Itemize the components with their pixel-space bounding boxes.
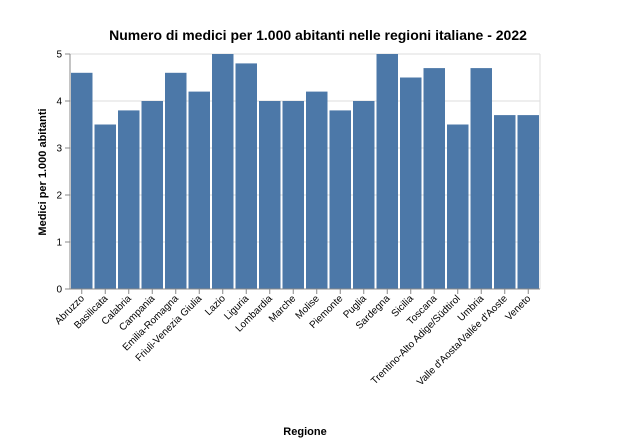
y-tick-labels: 0 1 2 3 4 5 (56, 50, 62, 296)
y-tick-label: 4 (56, 97, 62, 108)
axes (65, 53, 540, 294)
y-tick-label: 2 (56, 191, 62, 202)
x-axis-title: Regione (283, 426, 326, 438)
bar (447, 124, 469, 289)
bar (376, 54, 398, 289)
y-tick-label: 0 (56, 285, 62, 296)
y-tick-label: 5 (56, 50, 62, 61)
bar (329, 110, 351, 290)
bar (353, 101, 375, 289)
y-tick-label: 1 (56, 238, 62, 249)
bar (423, 68, 445, 289)
bars (71, 54, 539, 290)
x-tick-label: Veneto (504, 293, 534, 323)
y-tick-label: 3 (56, 144, 62, 155)
bar (71, 72, 93, 289)
bar (282, 101, 304, 289)
bar (188, 91, 210, 289)
bar (118, 110, 140, 290)
bar (470, 68, 492, 289)
chart-title: Numero di medici per 1.000 abitanti nell… (109, 27, 527, 43)
bar (235, 63, 257, 290)
bar (165, 72, 187, 289)
bar (400, 77, 422, 289)
bar (517, 115, 539, 289)
bar (94, 124, 116, 289)
bar (494, 115, 516, 289)
x-tick-labels: AbruzzoBasilicataCalabriaCampaniaEmilia-… (53, 293, 534, 388)
bar (259, 101, 281, 289)
bar (141, 101, 163, 289)
x-tick-label: Marche (267, 293, 299, 325)
gridlines (70, 53, 541, 290)
y-axis-title: Medici per 1.000 abitanti (37, 108, 49, 235)
bar (212, 54, 234, 289)
bar (306, 91, 328, 289)
